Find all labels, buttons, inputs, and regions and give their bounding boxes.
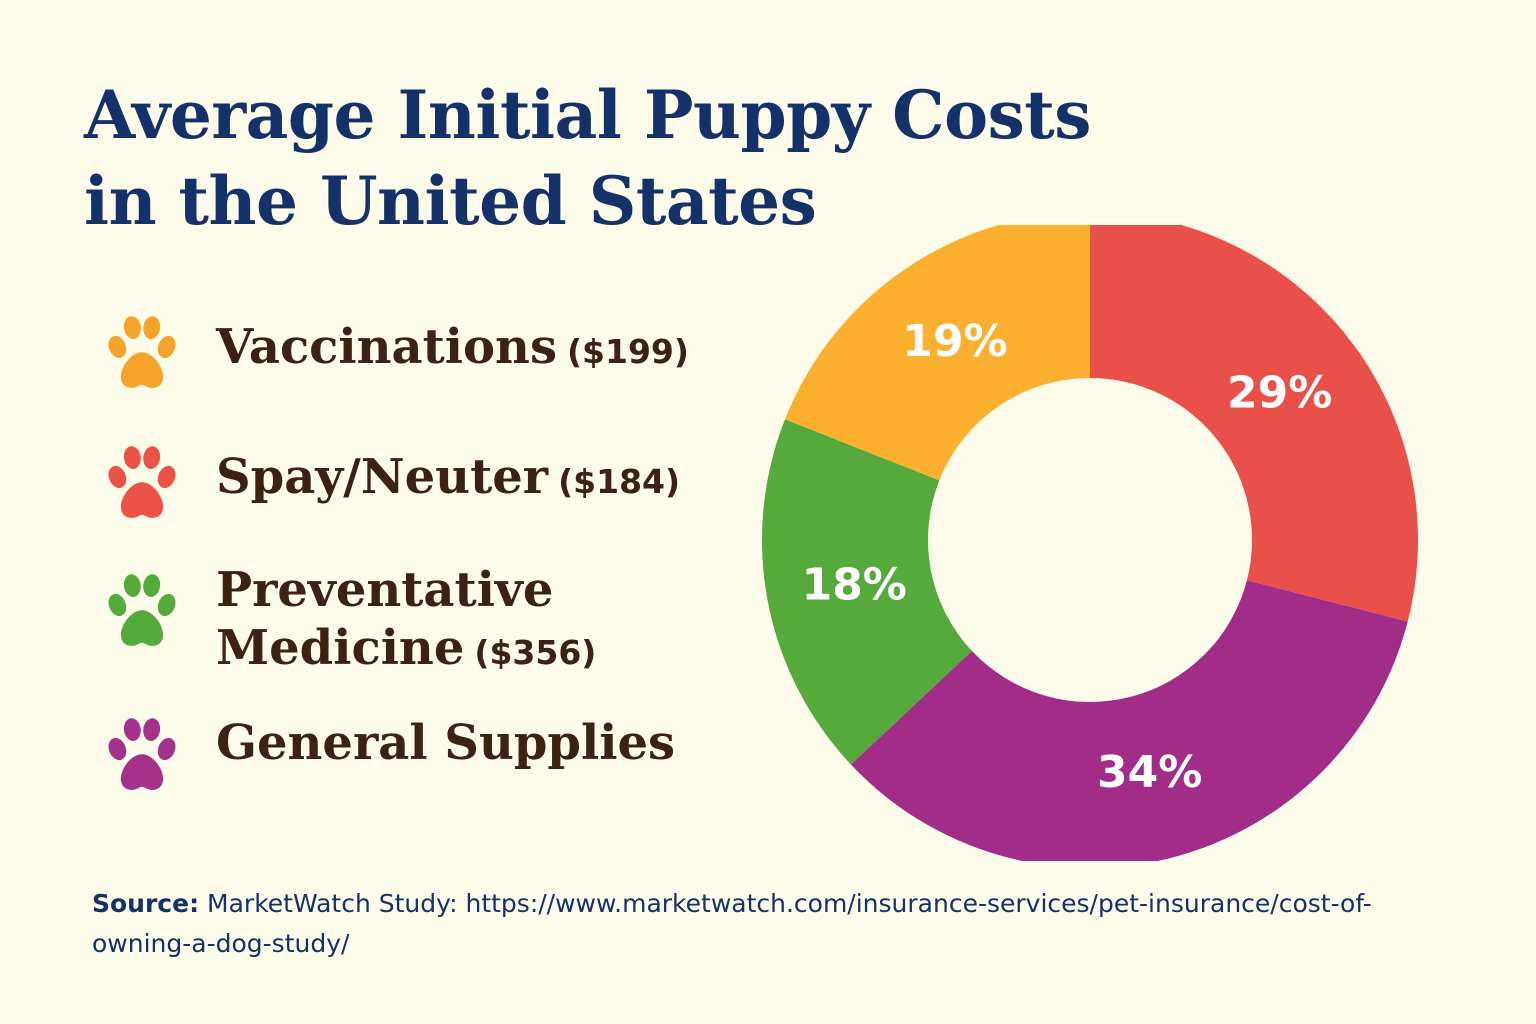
legend-amount-preventative-medicine: ($356): [474, 633, 597, 672]
slice-label-19: 19%: [902, 316, 1007, 367]
slice-label-34: 34%: [1097, 747, 1202, 798]
source-note: Source: MarketWatch Study: https://www.m…: [92, 884, 1452, 964]
donut-slice-18: [762, 419, 972, 765]
paw-icon: [108, 446, 176, 518]
donut-slice-29: [1090, 225, 1418, 622]
legend-label-medicine: Medicine: [216, 620, 465, 676]
legend-label-preventative: Preventative: [216, 562, 554, 618]
legend-amount-spay-neuter: ($184): [558, 462, 681, 501]
donut-chart-svg: 29% 34% 18% 19%: [762, 225, 1418, 861]
title-line-2: in the United States: [84, 162, 817, 240]
source-text: MarketWatch Study: https://www.marketwat…: [92, 889, 1372, 958]
donut-slice-34: [850, 580, 1408, 861]
paw-icon: [108, 316, 176, 388]
legend-amount-vaccinations: ($199): [566, 332, 689, 371]
slice-label-29: 29%: [1227, 367, 1332, 418]
paw-icon: [108, 718, 176, 790]
donut-chart: 29% 34% 18% 19%: [760, 225, 1424, 861]
title-line-1: Average Initial Puppy Costs: [84, 76, 1091, 154]
paw-icon: [108, 574, 176, 646]
source-key: Source:: [92, 889, 200, 918]
legend-label-spay-neuter: Spay/Neuter: [216, 449, 549, 505]
legend-label-vaccinations: Vaccinations: [216, 319, 557, 375]
slice-label-18: 18%: [802, 559, 907, 610]
donut-slice-19: [785, 225, 1090, 481]
chart-title: Average Initial Puppy Costs in the Unite…: [84, 72, 1091, 244]
legend-label-general-supplies: General Supplies: [216, 715, 676, 771]
